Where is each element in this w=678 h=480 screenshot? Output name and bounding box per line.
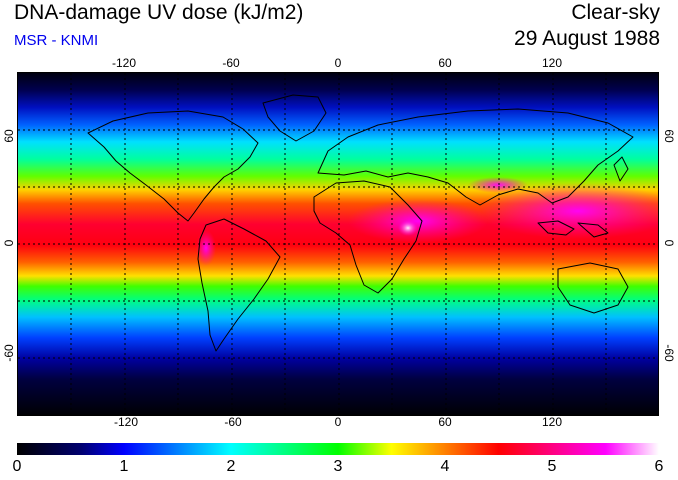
lat-label-right: 60	[662, 129, 676, 143]
lon-label-bottom: -120	[113, 415, 139, 429]
lon-label-top: 120	[541, 56, 563, 70]
colorbar-label: 0	[12, 458, 22, 475]
lat-label-left: 0	[2, 239, 16, 247]
uv-dose-map	[17, 72, 659, 416]
colorbar-label: 5	[547, 458, 557, 475]
lat-label-left: -60	[2, 344, 16, 362]
coastlines	[87, 94, 634, 352]
eurasia-coast	[317, 108, 634, 206]
lon-label-bottom: 60	[438, 415, 452, 429]
lat-label-right: -60	[662, 344, 676, 362]
north-america-coast	[87, 110, 259, 222]
lon-label-top: 60	[438, 56, 452, 70]
lon-label-bottom: 120	[541, 415, 563, 429]
colorbar-gradient	[17, 443, 659, 455]
hotspot-tibet	[468, 177, 528, 193]
graticule	[18, 73, 658, 415]
hotspot-andes	[196, 230, 216, 266]
map-canvas	[18, 73, 658, 415]
hotspot-asia	[478, 183, 658, 239]
colorbar-label: 2	[226, 458, 236, 475]
colorbar-label: 3	[333, 458, 343, 475]
lon-label-top: -60	[222, 56, 240, 70]
colorbar-label: 6	[654, 458, 664, 475]
lon-label-bottom: 0	[334, 415, 342, 429]
greenland-coast	[262, 94, 327, 142]
lon-label-top: 0	[334, 56, 342, 70]
africa-coast	[313, 180, 423, 294]
south-america-coast	[197, 218, 281, 352]
colorbar-label: 4	[440, 458, 450, 475]
lon-label-bottom: -60	[224, 415, 242, 429]
lon-label-top: -120	[111, 56, 137, 70]
colorbar-label: 1	[119, 458, 129, 475]
japan-coast	[613, 156, 629, 182]
date-label: 29 August 1988	[514, 27, 660, 50]
colorbar	[17, 443, 659, 455]
hotspot-ethiopia	[398, 220, 418, 236]
maritime-asia-coast	[537, 220, 609, 238]
lat-label-left: 60	[2, 129, 16, 143]
australia-coast	[557, 262, 629, 314]
lat-label-right: 0	[662, 239, 676, 247]
map-title: DNA-damage UV dose (kJ/m2)	[14, 1, 304, 24]
hotspot-africa	[348, 199, 488, 243]
sky-condition-label: Clear-sky	[571, 1, 660, 24]
data-source-label: MSR - KNMI	[14, 32, 99, 49]
